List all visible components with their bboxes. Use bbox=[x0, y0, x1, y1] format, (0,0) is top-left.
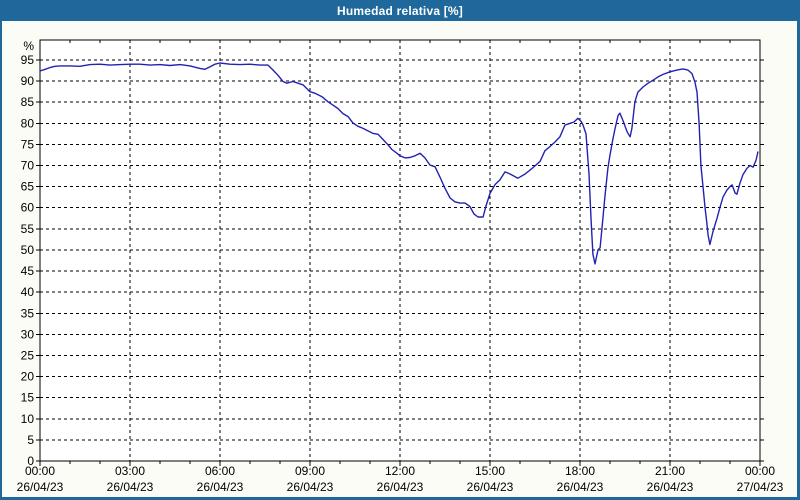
y-tick-label-45: 45 bbox=[21, 264, 35, 278]
x-time-label-6: 06:00 bbox=[205, 464, 235, 478]
y-tick-label-55: 55 bbox=[21, 222, 35, 236]
humidity-line-series-0 bbox=[39, 62, 759, 265]
chart-title: Humedad relativa [%] bbox=[336, 3, 464, 18]
x-date-label-24: 27/04/23 bbox=[737, 480, 784, 494]
y-axis-unit-label: % bbox=[23, 39, 34, 53]
x-axis-labels: 00:00 26/04/23 03:00 26/04/23 06:00 26/04/23 0… bbox=[17, 464, 784, 494]
y-tick-label-30: 30 bbox=[21, 327, 35, 341]
y-tick-label-40: 40 bbox=[21, 285, 35, 299]
x-date-label-21: 26/04/23 bbox=[647, 480, 694, 494]
x-date-label-18: 26/04/23 bbox=[557, 480, 604, 494]
x-date-label-0: 26/04/23 bbox=[17, 480, 64, 494]
y-tick-label-75: 75 bbox=[21, 137, 35, 151]
x-time-label-24: 00:00 bbox=[745, 464, 775, 478]
x-date-label-3: 26/04/23 bbox=[107, 480, 154, 494]
y-tick-label-50: 50 bbox=[21, 243, 35, 257]
y-tick-label-65: 65 bbox=[21, 180, 35, 194]
y-tick-label-85: 85 bbox=[21, 95, 35, 109]
x-time-label-3: 03:00 bbox=[115, 464, 145, 478]
grid-lines bbox=[40, 40, 760, 461]
y-tick-label-5: 5 bbox=[27, 433, 34, 447]
y-tick-label-20: 20 bbox=[21, 370, 35, 384]
y-tick-label-95: 95 bbox=[21, 53, 35, 67]
y-tick-label-10: 10 bbox=[21, 412, 35, 426]
y-tick-label-60: 60 bbox=[21, 201, 35, 215]
x-time-label-15: 15:00 bbox=[475, 464, 505, 478]
y-tick-label-35: 35 bbox=[21, 306, 35, 320]
y-tick-label-90: 90 bbox=[21, 74, 35, 88]
y-axis-labels: 0 5 10 15 20 25 30 35 40 45 50 55 60 65 70 75 80 85 90 95% bbox=[21, 39, 35, 468]
x-time-label-9: 09:00 bbox=[295, 464, 325, 478]
x-time-label-0: 00:00 bbox=[25, 464, 55, 478]
x-date-label-12: 26/04/23 bbox=[377, 480, 424, 494]
x-time-label-21: 21:00 bbox=[655, 464, 685, 478]
x-date-label-9: 26/04/23 bbox=[287, 480, 334, 494]
y-tick-label-70: 70 bbox=[21, 159, 35, 173]
x-time-label-12: 12:00 bbox=[385, 464, 415, 478]
plot-border bbox=[39, 39, 761, 462]
y-tick-label-80: 80 bbox=[21, 116, 35, 130]
x-time-label-18: 18:00 bbox=[565, 464, 595, 478]
y-tick-label-0: 0 bbox=[27, 454, 34, 468]
y-tick-label-15: 15 bbox=[21, 391, 35, 405]
title-bar: Humedad relativa [%] bbox=[0, 0, 800, 21]
y-tick-label-25: 25 bbox=[21, 348, 35, 362]
x-date-label-6: 26/04/23 bbox=[197, 480, 244, 494]
x-date-label-15: 26/04/23 bbox=[467, 480, 514, 494]
